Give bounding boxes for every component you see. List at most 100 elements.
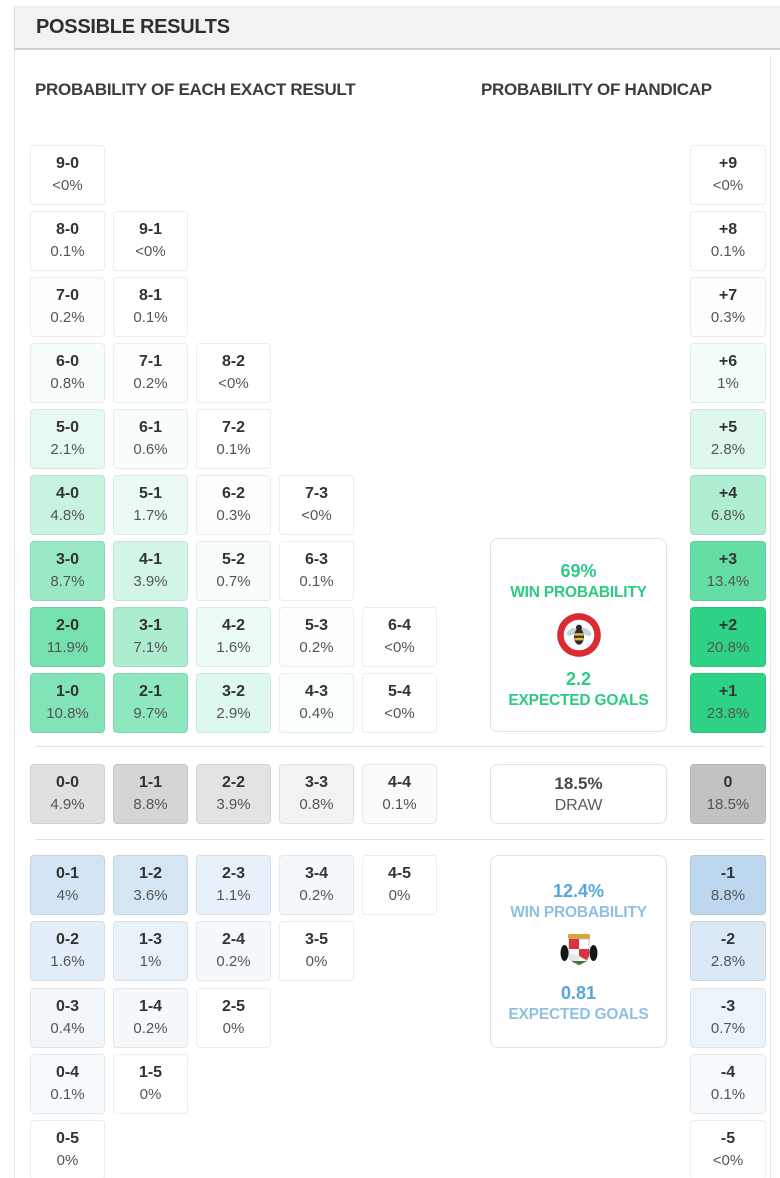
divider-above-draw <box>35 746 765 747</box>
probability-label: 1.1% <box>216 887 251 904</box>
result-cell: 2-5 0% <box>196 988 271 1048</box>
score-label: 5-0 <box>55 419 80 436</box>
score-label: 1-1 <box>138 774 163 791</box>
handicap-cell: +6 1% <box>690 343 766 403</box>
sunderland-crest-icon <box>560 933 597 965</box>
result-cell: 9-0 <0% <box>30 145 105 205</box>
result-cell: 1-4 0.2% <box>113 988 188 1048</box>
probability-label: 9.7% <box>133 705 168 722</box>
result-cell: 1-5 0% <box>113 1054 188 1114</box>
score-label: +9 <box>718 155 738 172</box>
probability-label: 0% <box>388 887 411 904</box>
score-label: -3 <box>720 998 736 1015</box>
handicap-cell: -4 0.1% <box>690 1054 766 1114</box>
result-cell: 0-3 0.4% <box>30 988 105 1048</box>
score-label: 0-3 <box>55 998 80 1015</box>
away-team-logo-wrap <box>557 930 601 974</box>
result-cell: 9-1 <0% <box>113 211 188 271</box>
home-win-probability-value: 69% <box>560 561 597 581</box>
score-label: +1 <box>718 683 738 700</box>
probability-label: 0.2% <box>299 887 334 904</box>
probability-label: 0.1% <box>133 309 168 326</box>
result-cell: 0-4 0.1% <box>30 1054 105 1114</box>
score-label: 4-1 <box>138 551 163 568</box>
score-label: 4-4 <box>387 774 412 791</box>
result-cell: 4-0 4.8% <box>30 475 105 535</box>
score-label: 6-0 <box>55 353 80 370</box>
probability-label: 7.1% <box>133 639 168 656</box>
result-cell: 4-2 1.6% <box>196 607 271 667</box>
probability-label: 0.1% <box>50 1086 85 1103</box>
handicap-cell: +1 23.8% <box>690 673 766 733</box>
result-cell: 0-0 4.9% <box>30 764 105 824</box>
card-left-edge <box>14 50 15 1178</box>
probability-label: 0.8% <box>299 796 334 813</box>
card-right-edge <box>770 56 771 1178</box>
score-label: 2-4 <box>221 931 246 948</box>
probability-label: <0% <box>52 177 83 194</box>
result-cell: 4-1 3.9% <box>113 541 188 601</box>
handicap-cell: +4 6.8% <box>690 475 766 535</box>
probability-label: 3.9% <box>133 573 168 590</box>
score-label: 1-3 <box>138 931 163 948</box>
result-cell: 1-1 8.8% <box>113 764 188 824</box>
probability-label: 2.8% <box>710 953 746 970</box>
handicap-cell: +7 0.3% <box>690 277 766 337</box>
probability-label: 23.8% <box>706 705 750 722</box>
result-cell: 2-2 3.9% <box>196 764 271 824</box>
result-cell: 2-4 0.2% <box>196 921 271 981</box>
probability-label: <0% <box>712 177 744 194</box>
result-cell: 1-0 10.8% <box>30 673 105 733</box>
result-cell: 3-3 0.8% <box>279 764 354 824</box>
score-label: 0 <box>723 774 733 791</box>
handicap-cell: +8 0.1% <box>690 211 766 271</box>
result-cell: 8-1 0.1% <box>113 277 188 337</box>
score-label: 3-3 <box>304 774 329 791</box>
probability-label: 4.8% <box>50 507 85 524</box>
probability-label: 4% <box>56 887 79 904</box>
result-cell: 5-0 2.1% <box>30 409 105 469</box>
brentford-crest-icon <box>556 613 601 657</box>
probability-label: 10.8% <box>46 705 89 722</box>
probability-label: 0.7% <box>710 1020 746 1037</box>
score-label: 3-5 <box>304 931 329 948</box>
score-label: 8-1 <box>138 287 163 304</box>
probability-label: 0.7% <box>216 573 251 590</box>
draw-label: DRAW <box>554 797 603 814</box>
score-label: 0-5 <box>55 1130 80 1147</box>
score-label: +4 <box>718 485 738 502</box>
probability-label: 0.1% <box>50 243 85 260</box>
probability-label: 1.6% <box>216 639 251 656</box>
result-cell: 7-3 <0% <box>279 475 354 535</box>
handicap-cell: +2 20.8% <box>690 607 766 667</box>
score-label: -5 <box>720 1130 736 1147</box>
probability-label: 0.4% <box>299 705 334 722</box>
score-label: -4 <box>720 1064 736 1081</box>
score-label: +2 <box>718 617 738 634</box>
score-label: 3-0 <box>55 551 80 568</box>
score-label: -1 <box>720 865 736 882</box>
score-label: 0-4 <box>55 1064 80 1081</box>
handicap-cell: -2 2.8% <box>690 921 766 981</box>
home-expected-goals-value: 2.2 <box>565 669 592 689</box>
probability-label: 1% <box>717 375 739 392</box>
score-label: 7-1 <box>138 353 163 370</box>
handicap-cell: -3 0.7% <box>690 988 766 1048</box>
result-cell: 7-2 0.1% <box>196 409 271 469</box>
probability-label: 0% <box>305 953 328 970</box>
score-label: 5-2 <box>221 551 246 568</box>
probability-label: 0.1% <box>216 441 251 458</box>
probability-label: 0.3% <box>710 309 746 326</box>
result-cell: 2-1 9.7% <box>113 673 188 733</box>
probability-label: 2.9% <box>216 705 251 722</box>
probability-label: 1% <box>139 953 162 970</box>
probability-label: 0.6% <box>133 441 168 458</box>
probability-label: 0.2% <box>50 309 85 326</box>
score-label: 1-5 <box>138 1064 163 1081</box>
handicap-section-title: PROBABILITY OF HANDICAP <box>481 80 712 99</box>
probability-label: 0% <box>56 1152 79 1169</box>
result-cell: 8-0 0.1% <box>30 211 105 271</box>
result-cell: 5-4 <0% <box>362 673 437 733</box>
probability-label: 1.7% <box>133 507 168 524</box>
